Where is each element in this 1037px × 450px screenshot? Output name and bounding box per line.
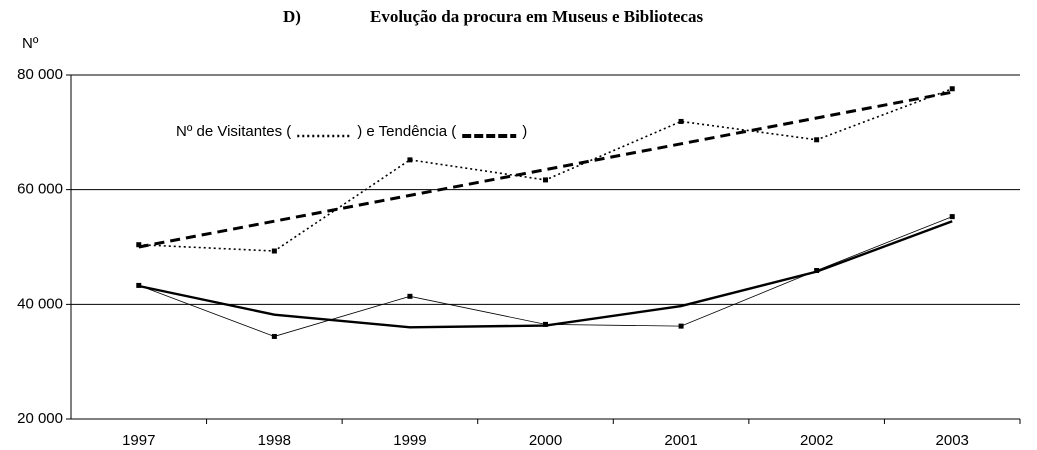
chart-title: Evolução da procura em Museus e Bibliote… [370, 7, 703, 26]
series-line [138, 88, 953, 252]
annotation: Nº de Visitantes ( [176, 123, 291, 140]
point-marker [949, 86, 955, 92]
x-tick-label: 2002 [800, 432, 833, 449]
point-marker [543, 177, 548, 183]
point-marker [949, 214, 955, 220]
title-prefix: D) [283, 7, 301, 26]
x-tick-label: 2001 [664, 432, 697, 449]
x-tick-label: 1998 [258, 432, 291, 449]
y-tick-label: 40 000 [17, 295, 63, 312]
point-marker [271, 333, 277, 339]
y-tick-label: 80 000 [17, 66, 63, 83]
y-tick-label: 20 000 [17, 410, 63, 427]
point-marker [407, 157, 413, 163]
x-tick-label: 1999 [393, 432, 426, 449]
point-marker [407, 293, 413, 299]
point-marker [136, 242, 142, 248]
series-line [138, 90, 953, 249]
x-tick-label: 2003 [936, 432, 969, 449]
annotation: ) [522, 123, 527, 140]
annotation: ) e Tendência ( [357, 123, 456, 140]
y-tick-label: 60 000 [17, 181, 63, 198]
point-marker [678, 118, 684, 124]
x-tick-label: 2000 [529, 432, 562, 449]
y-axis-label: Nº [22, 35, 39, 52]
x-tick-label: 1997 [122, 432, 155, 449]
series-line [138, 216, 953, 337]
point-marker [814, 137, 820, 143]
point-marker [271, 248, 277, 254]
point-marker [136, 282, 142, 288]
point-marker [678, 323, 684, 329]
series-line [138, 220, 953, 329]
